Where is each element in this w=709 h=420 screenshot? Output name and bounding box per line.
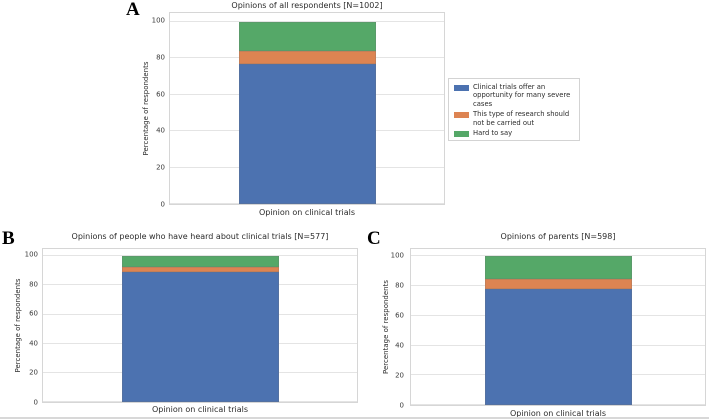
bar-segment-1	[238, 51, 376, 64]
bar-segment-2	[484, 256, 632, 279]
ytick-label-80: 80	[29, 280, 38, 289]
legend-box: Clinical trials offer an opportunity for…	[448, 78, 580, 142]
bar-segment-0	[484, 289, 632, 405]
gridline-100	[411, 255, 705, 257]
ytick-label-0: 0	[33, 398, 38, 407]
bar-segment-2	[238, 22, 376, 52]
ytick-label-100: 100	[151, 16, 165, 25]
ytick-label-100: 100	[24, 250, 38, 259]
ytick-label-0: 0	[160, 200, 165, 209]
legend-swatch-icon	[454, 85, 469, 91]
chart-b-yticks: 0 20 40 60 80 100	[16, 248, 38, 406]
bar-segment-1	[121, 266, 279, 273]
legend-item-label: Hard to say	[473, 129, 513, 138]
ytick-label-100: 100	[390, 251, 404, 260]
chart-c-xlabel: Opinion on clinical trials	[509, 409, 607, 418]
ytick-label-40: 40	[156, 126, 165, 135]
legend-swatch-icon	[454, 112, 469, 119]
legend-items: Clinical trials offer an opportunity for…	[454, 83, 574, 138]
chart-a-plot-area	[169, 12, 445, 205]
gridline-100	[43, 255, 357, 257]
gridline-100	[170, 21, 444, 23]
ytick-label-20: 20	[395, 371, 404, 380]
ytick-label-40: 40	[395, 341, 404, 350]
legend-item-1: This type of research should not be carr…	[454, 110, 574, 127]
legend-item-2: Hard to say	[454, 129, 574, 138]
ytick-label-40: 40	[29, 339, 38, 348]
legend-item-0: Clinical trials offer an opportunity for…	[454, 83, 574, 108]
bar-segment-0	[121, 272, 279, 402]
ytick-label-20: 20	[156, 163, 165, 172]
chart-c-yticks: 0 20 40 60 80 100	[382, 248, 404, 409]
stacked-bar	[121, 249, 279, 402]
figure-bottom-border	[0, 417, 709, 419]
ytick-label-60: 60	[395, 311, 404, 320]
chart-c-title: Opinions of parents [N=598]	[500, 232, 616, 241]
legend-item-label: This type of research should not be carr…	[473, 110, 570, 127]
ytick-label-20: 20	[29, 368, 38, 377]
stacked-bar	[238, 13, 376, 204]
chart-c-plot-area	[410, 248, 706, 406]
ytick-label-80: 80	[156, 53, 165, 62]
legend-swatch-icon	[454, 131, 469, 138]
legend-item-label: Clinical trials offer an opportunity for…	[473, 83, 571, 108]
chart-b-plot-area	[42, 248, 358, 403]
panel-label-c: C	[367, 228, 381, 249]
bar-segment-0	[238, 63, 376, 204]
bar-segment-1	[484, 278, 632, 290]
bar-segment-2	[121, 256, 279, 267]
stacked-bar	[484, 249, 632, 405]
ytick-label-0: 0	[399, 401, 404, 410]
ytick-label-60: 60	[156, 90, 165, 99]
ytick-label-80: 80	[395, 281, 404, 290]
panel-label-b: B	[2, 228, 15, 249]
ytick-label-60: 60	[29, 309, 38, 318]
chart-a-xlabel: Opinion on clinical trials	[258, 208, 356, 217]
chart-b-title: Opinions of people who have heard about …	[71, 232, 329, 241]
chart-a-title: Opinions of all respondents [N=1002]	[231, 1, 383, 10]
panel-label-a: A	[126, 0, 140, 20]
chart-b-xlabel: Opinion on clinical trials	[151, 405, 249, 414]
chart-a-yticks: 0 20 40 60 80 100	[143, 12, 165, 208]
